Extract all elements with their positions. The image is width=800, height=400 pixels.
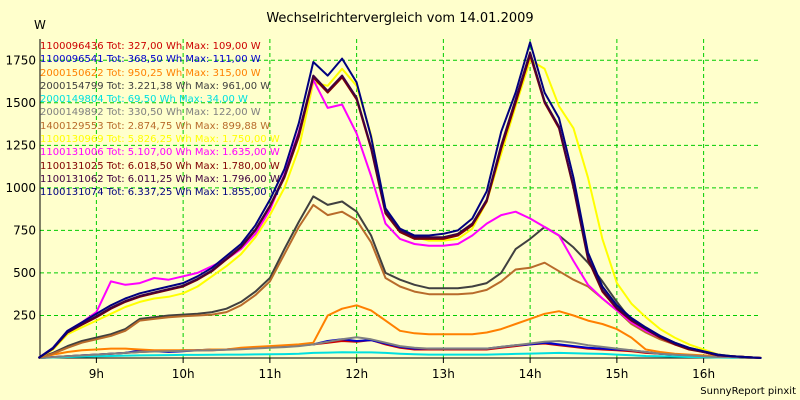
footer-label: SunnyReport pinxit xyxy=(700,386,796,397)
series-line-1100131074 xyxy=(37,41,762,359)
y-tick-label: 500 xyxy=(13,266,36,280)
series-line-1400129553 xyxy=(38,203,762,359)
series-line-1100131062 xyxy=(37,51,762,359)
legend-item-1100131062: 1100131062 Tot: 6.011,25 Wh Max: 1.796,0… xyxy=(40,173,280,185)
legend-item-2000150622: 2000150622 Tot: 950,25 Wh Max: 315,00 W xyxy=(40,67,261,79)
x-tick-label: 11h xyxy=(258,367,281,381)
legend-item-1400129553: 1400129553 Tot: 2.874,75 Wh Max: 899,88 … xyxy=(40,120,271,132)
x-tick-label: 14h xyxy=(519,367,542,381)
legend-item-2000149804: 2000149804 Tot: 69,50 Wh Max: 34,00 W xyxy=(40,94,248,106)
legend-item-1100130969: 1100130969 Tot: 5.826,25 Wh Max: 1.750,0… xyxy=(40,134,280,146)
series-line-2000150622 xyxy=(38,304,762,359)
y-tick-label: 750 xyxy=(13,223,36,237)
y-tick-label: 1750 xyxy=(5,53,36,67)
legend-item-1100131074: 1100131074 Tot: 6.337,25 Wh Max: 1.855,0… xyxy=(40,187,280,199)
y-axis-label: W xyxy=(34,18,46,32)
x-tick-label: 9h xyxy=(89,367,104,381)
y-tick-label: 1250 xyxy=(5,138,36,152)
x-tick-label: 15h xyxy=(605,367,628,381)
legend-item-1100096541: 1100096541 Tot: 368,50 Wh Max: 111,00 W xyxy=(40,54,261,66)
x-tick-label: 12h xyxy=(345,367,368,381)
x-tick-label: 10h xyxy=(172,367,195,381)
y-tick-label: 1000 xyxy=(5,181,36,195)
legend-item-1100131025: 1100131025 Tot: 6.018,50 Wh Max: 1.780,0… xyxy=(40,160,280,172)
legend-item-1100131006: 1100131006 Tot: 5.107,00 Wh Max: 1.635,0… xyxy=(40,147,280,159)
x-tick-label: 13h xyxy=(432,367,455,381)
chart-title: Wechselrichtervergleich vom 14.01.2009 xyxy=(266,11,533,26)
axes: 9h 10h 11h 12h 13h 14h 15h 16h 250 500 750 1000 1250… xyxy=(5,39,760,381)
x-tick-label: 16h xyxy=(692,367,715,381)
series-line-1100131006 xyxy=(37,78,762,359)
legend: 1100096436 Tot: 327,00 Wh Max: 109,00 W 1… xyxy=(40,40,280,200)
y-tick-label: 1500 xyxy=(5,96,36,110)
series-lines xyxy=(37,41,762,359)
y-tick-label: 250 xyxy=(13,308,36,322)
series-line-2000149804 xyxy=(38,351,762,359)
legend-item-1100096436: 1100096436 Tot: 327,00 Wh Max: 109,00 W xyxy=(40,41,261,52)
legend-item-2000154799: 2000154799 Tot: 3.221,38 Wh Max: 961,00 … xyxy=(40,80,271,92)
series-line-2000149892 xyxy=(38,336,762,359)
legend-item-2000149892: 2000149892 Tot: 330,50 Wh Max: 122,00 W xyxy=(40,107,261,119)
